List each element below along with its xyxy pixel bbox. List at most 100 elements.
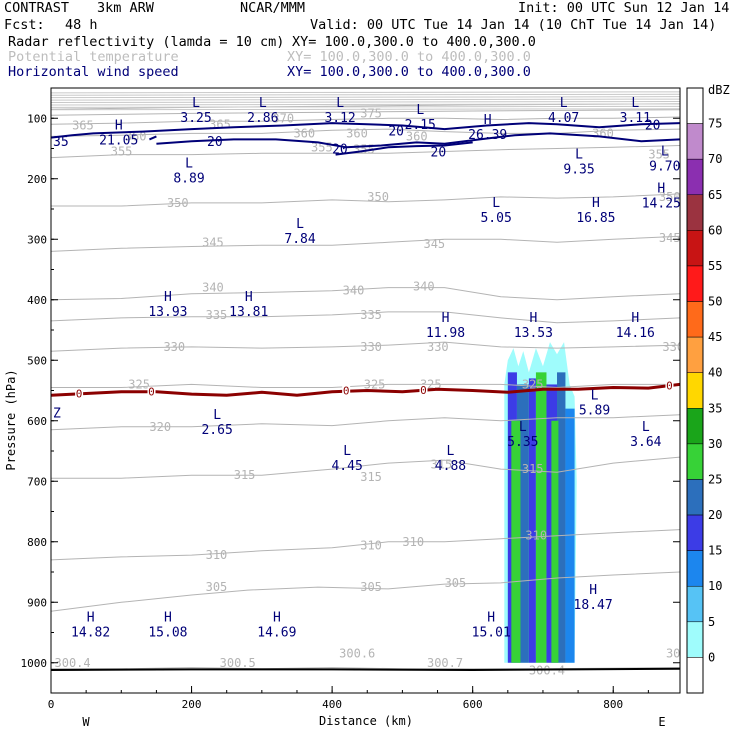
theta-label: 300.3 xyxy=(666,647,702,661)
x-tick-label: 0 xyxy=(48,698,55,711)
extremum-value: 15.01 xyxy=(472,625,511,640)
extremum-value: 3.25 xyxy=(180,111,211,126)
theta-label: 370 xyxy=(272,111,294,125)
theta-label: 340 xyxy=(343,284,365,298)
extremum-type: L xyxy=(575,148,583,163)
extremum-type: L xyxy=(631,96,639,111)
wind-speed-contour-1 xyxy=(51,122,680,139)
theta-label: 305 xyxy=(360,580,382,594)
theta-contour-320 xyxy=(51,414,680,431)
field-1-name: Radar reflectivity (lamda = 10 cm) xyxy=(8,34,285,50)
theta-label: 300.4 xyxy=(529,664,565,678)
colorbar-label: 25 xyxy=(708,472,722,486)
extremum-value: 5.89 xyxy=(579,403,610,418)
extremum-value: 2.65 xyxy=(201,423,232,438)
colorbar-swatch-50 xyxy=(686,301,704,338)
extremum-value: 9.70 xyxy=(649,160,680,175)
y-tick-label: 300 xyxy=(27,233,47,246)
extremum-type: H xyxy=(87,610,95,625)
theta-label: 360 xyxy=(293,126,315,140)
model-name: 3km ARW xyxy=(97,0,154,16)
extremum-value: 7.84 xyxy=(284,232,315,247)
theta-label: 335 xyxy=(206,308,228,322)
field-2-xy: XY= 100.0,300.0 to 400.0,300.0 xyxy=(287,49,531,65)
theta-label: 375 xyxy=(360,106,382,120)
theta-contour-325 xyxy=(51,383,680,389)
theta-label: 330 xyxy=(427,340,449,354)
extremum-type: H xyxy=(592,196,600,211)
extremum-type: L xyxy=(591,388,599,403)
colorbar-frame xyxy=(686,87,704,694)
extremum-value: 16.85 xyxy=(576,211,615,226)
theta-label: 300.5 xyxy=(220,656,256,670)
theta-label: 310 xyxy=(360,538,382,552)
theta-label: 310 xyxy=(206,548,228,562)
colorbar-label: 75 xyxy=(708,117,722,131)
theta-contour-upper-3 xyxy=(51,96,680,99)
colorbar-label: 35 xyxy=(708,401,722,415)
reflectivity-band-7 xyxy=(565,408,575,663)
colorbar-label: 55 xyxy=(708,259,722,273)
colorbar-label: 5 xyxy=(708,615,715,629)
extremum-value: 26.39 xyxy=(468,128,507,143)
theta-contour-365 xyxy=(51,116,680,125)
colorbar-label: 65 xyxy=(708,188,722,202)
colorbar-swatch-55 xyxy=(686,265,704,302)
axes: Pressure (hPa) Distance (km) W E 1002003… xyxy=(4,87,681,729)
colorbar-label: 30 xyxy=(708,437,722,451)
zero-label-bg xyxy=(75,388,84,399)
theta-label: 300.7 xyxy=(427,656,463,670)
extremum-value: 14.82 xyxy=(71,625,110,640)
theta-label: 360 xyxy=(346,126,368,140)
extremum-type: L xyxy=(296,217,304,232)
y-axis-label: Pressure (hPa) xyxy=(4,369,18,470)
colorbar-label: 70 xyxy=(708,152,722,166)
extremum-value: 3.11 xyxy=(620,111,651,126)
y-tick-label: 900 xyxy=(27,596,47,609)
colorbar-swatch-60 xyxy=(686,230,704,267)
theta-label: 325 xyxy=(364,377,386,391)
forecast-hour: 48 h xyxy=(65,17,98,33)
theta-contour-330 xyxy=(51,341,680,352)
colorbar-label: 60 xyxy=(708,223,722,237)
theta-contour-305 xyxy=(51,571,680,612)
field-3-xy: XY= 100.0,300.0 to 400.0,300.0 xyxy=(287,64,531,80)
theta-label: 315 xyxy=(522,462,544,476)
colorbar-label: 10 xyxy=(708,579,722,593)
extremum-type: H xyxy=(484,113,492,128)
extremum-value: 5.05 xyxy=(480,211,511,226)
extremum-value: 13.53 xyxy=(514,326,553,341)
extremum-type: H xyxy=(164,290,172,305)
colorbar-swatch-35 xyxy=(686,408,704,445)
zero-contour-label: 0 xyxy=(343,385,350,398)
extremum-value: 18.47 xyxy=(574,598,613,613)
y-tick-label: 500 xyxy=(27,354,47,367)
theta-contour-upper-4 xyxy=(51,98,680,101)
wind-speed-contour-3 xyxy=(335,141,473,156)
extremum-type: L xyxy=(560,96,568,111)
extremum-type: L xyxy=(519,420,527,435)
extremum-value: 5.35 xyxy=(507,435,538,450)
reflectivity-band-10 xyxy=(551,420,559,663)
theta-contour-upper-5 xyxy=(51,101,680,104)
theta-label: 310 xyxy=(525,529,547,543)
y-tick-label: 200 xyxy=(27,173,47,186)
extremum-type: L xyxy=(661,145,669,160)
theta-label: 345 xyxy=(202,235,224,249)
colorbar-swatch-40 xyxy=(686,372,704,409)
forecast-label: Fcst: xyxy=(4,17,45,33)
zero-contour-label: 0 xyxy=(666,380,673,393)
colorbar-swatch-45 xyxy=(686,336,704,373)
field-3-name: Horizontal wind speed xyxy=(8,64,179,80)
header: CONTRAST 3km ARW NCAR/MMM Init: 00 UTC S… xyxy=(0,0,740,84)
theta-label: 350 xyxy=(659,190,681,204)
theta-label: 350 xyxy=(367,190,389,204)
theta-label: 305 xyxy=(445,576,467,590)
extremum-value: 21.05 xyxy=(99,134,138,149)
x-end-label-west: W xyxy=(82,715,90,729)
extremum-value: 4.07 xyxy=(548,111,579,126)
extremum-type: L xyxy=(416,103,424,118)
extremum-type: L xyxy=(642,420,650,435)
